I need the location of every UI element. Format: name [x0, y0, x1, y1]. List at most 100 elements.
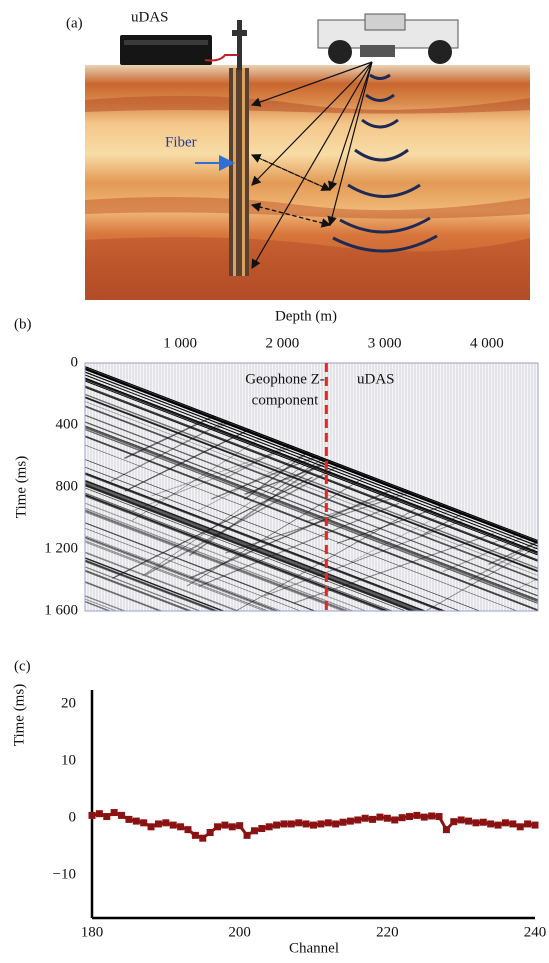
first-arrival: [85, 377, 538, 553]
seismic-event: [85, 557, 538, 611]
udas-box: [120, 35, 212, 65]
udas-box: [124, 40, 208, 45]
seismic-event: [85, 393, 538, 569]
seismic-event: [85, 466, 538, 611]
x-axis-title: Channel: [289, 940, 339, 956]
seismic-event: [85, 421, 538, 597]
seismic-event: [85, 541, 538, 611]
seismic-event: [85, 428, 538, 605]
point: [442, 826, 450, 834]
panel-a: (a) uDAS Fiber: [66, 9, 530, 300]
seismic-event: [85, 401, 538, 576]
x-tick-label: 240: [524, 924, 547, 940]
panel-label: (b): [14, 316, 32, 332]
seismic-event: [85, 618, 538, 792]
seismic-event: [85, 472, 538, 611]
point: [280, 820, 288, 828]
layer: [85, 196, 530, 219]
seismic-event: [85, 598, 538, 611]
point: [184, 826, 192, 834]
x-tick-label: 180: [81, 924, 104, 940]
point: [206, 829, 214, 836]
seismic-event: [142, 438, 343, 576]
y-tick-label: 1 200: [44, 540, 78, 556]
seismic-event: [85, 522, 538, 611]
x-tick-label: 200: [228, 924, 251, 940]
seismic-event: [85, 511, 538, 611]
seismic-event: [85, 484, 538, 611]
point: [162, 819, 170, 827]
first-arrival: [85, 371, 538, 547]
point: [479, 818, 487, 826]
panel-c: 180 200 220 240 −10 0 10 20 (c) Channel Time (ms): [11, 658, 546, 956]
seismic-event: [85, 507, 538, 611]
point: [398, 814, 406, 822]
seismic-event: [442, 486, 538, 573]
point: [302, 820, 310, 828]
point: [317, 820, 325, 828]
seismic-event: [85, 385, 538, 562]
x-tick-label: 1 000: [163, 335, 197, 351]
seismic-event: [85, 492, 538, 611]
point: [472, 819, 480, 827]
point: [273, 821, 281, 829]
point: [295, 819, 303, 827]
point: [354, 816, 362, 824]
point: [531, 821, 539, 829]
seismic-event: [85, 540, 538, 611]
x-axis-title: Depth (m): [275, 308, 337, 324]
point: [420, 813, 428, 821]
point: [332, 820, 340, 828]
wavefronts: [332, 73, 438, 253]
point: [287, 820, 295, 828]
point: [265, 823, 273, 831]
seismic-event: [85, 473, 538, 611]
seismic-event: [85, 480, 538, 611]
point: [339, 818, 347, 826]
well: [229, 68, 249, 276]
point: [243, 831, 251, 839]
seismic-event: [85, 459, 538, 611]
point: [177, 823, 185, 831]
seismic-event: [85, 622, 538, 796]
point: [376, 813, 384, 821]
seismic-event: [85, 551, 538, 611]
seismic-event: [85, 615, 538, 789]
seismic-event: [85, 426, 538, 602]
point: [413, 811, 421, 819]
point: [428, 812, 436, 820]
point: [457, 816, 465, 824]
annotation: uDAS: [357, 371, 395, 387]
point: [221, 821, 229, 829]
well-casing: [233, 68, 236, 276]
seismic-event: [85, 482, 538, 611]
seismic-event: [85, 509, 538, 611]
annotation: component: [252, 392, 319, 408]
point: [516, 823, 524, 831]
seismic-event: [85, 435, 538, 611]
seismic-event: [85, 385, 538, 562]
device-label: uDAS: [131, 9, 169, 25]
seismic-event: [85, 569, 538, 611]
point: [405, 813, 413, 821]
point: [191, 831, 199, 839]
seismic-event: [85, 566, 538, 611]
y-tick-label: 800: [56, 478, 79, 494]
seismic-event: [85, 426, 538, 603]
x-tick-label: 3 000: [368, 335, 402, 351]
point: [169, 821, 177, 829]
seismic-event: [85, 494, 538, 611]
point: [110, 809, 118, 817]
point: [88, 811, 96, 819]
first-arrival: [85, 367, 538, 545]
x-tick-label: 2 000: [265, 335, 299, 351]
seismic-event: [468, 468, 538, 581]
point: [487, 820, 495, 828]
y-axis-title: Time (ms): [13, 456, 29, 518]
ray-paths: [250, 61, 373, 270]
vibroseis-truck: [317, 13, 459, 64]
seismic-event: [85, 536, 538, 611]
x-tick-label: 4 000: [470, 335, 504, 351]
seismic-event: [85, 492, 538, 611]
